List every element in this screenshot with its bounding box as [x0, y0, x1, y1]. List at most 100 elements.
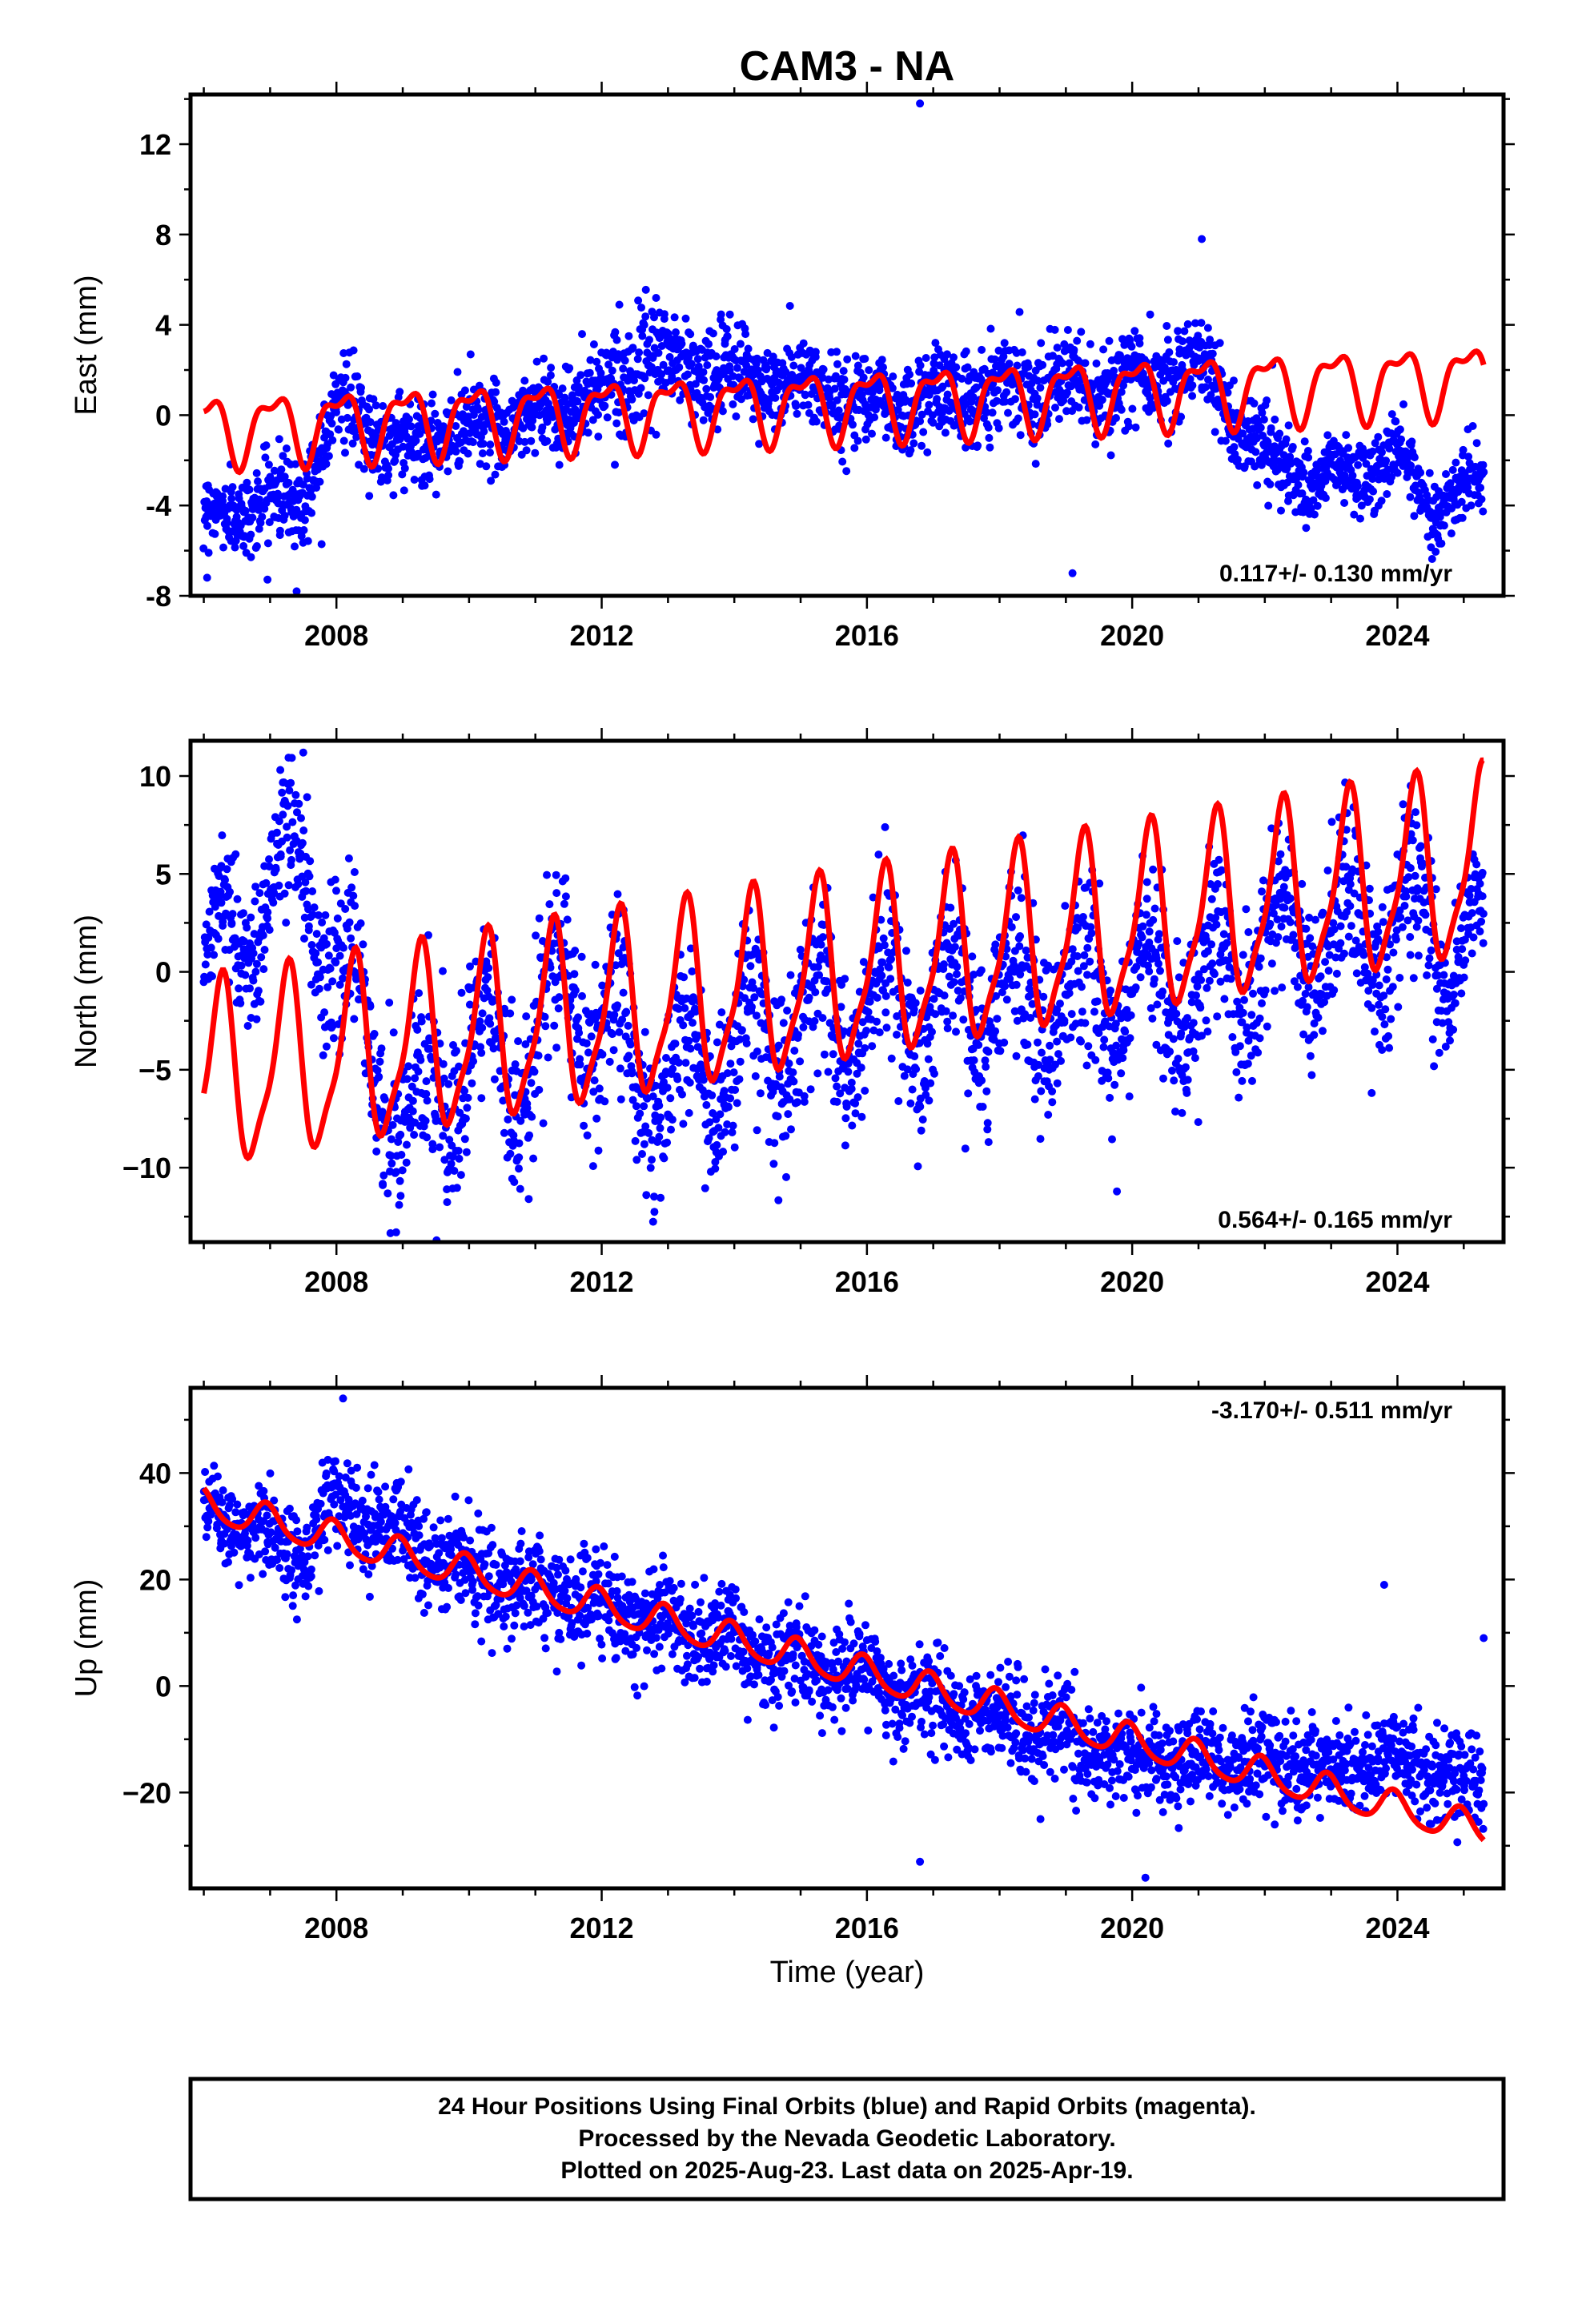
north-point: [552, 870, 560, 879]
north-point: [1081, 1019, 1090, 1027]
north-point: [873, 993, 881, 1002]
north-point: [1126, 1011, 1135, 1019]
north-point: [786, 971, 795, 979]
east-point: [1011, 395, 1019, 404]
north-point: [235, 984, 243, 993]
east-point: [1223, 388, 1232, 397]
north-point: [387, 1135, 396, 1144]
north-point: [751, 1072, 760, 1080]
east-point: [733, 364, 741, 372]
north-point: [285, 786, 294, 795]
east-point: [1323, 431, 1332, 440]
north-point: [415, 989, 424, 998]
north-point: [249, 976, 258, 985]
east-point: [893, 405, 902, 414]
north-point: [667, 1125, 675, 1134]
north-point: [640, 1102, 648, 1111]
north-point: [282, 919, 291, 927]
north-point: [1077, 1037, 1086, 1046]
east-point: [1350, 510, 1359, 519]
east-point: [1411, 481, 1419, 490]
east-point: [1431, 548, 1440, 556]
east-point: [916, 417, 925, 425]
north-point: [616, 1095, 625, 1104]
east-point: [1206, 336, 1215, 344]
north-point: [917, 1126, 926, 1135]
north-point: [247, 913, 255, 922]
north-point: [233, 895, 242, 903]
north-point: [1308, 942, 1317, 951]
north-point: [735, 1075, 744, 1084]
north-point: [970, 1056, 978, 1064]
north-point: [456, 1171, 465, 1180]
east-point: [528, 423, 536, 432]
east-point: [1098, 396, 1106, 404]
east-point: [919, 428, 928, 436]
north-point: [1131, 983, 1140, 991]
north-point: [318, 918, 327, 927]
east-point: [520, 376, 529, 385]
north-point: [913, 1162, 922, 1171]
north-point: [1266, 919, 1275, 928]
north-point: [588, 1162, 597, 1171]
north-point: [1142, 878, 1151, 887]
east-point: [635, 348, 644, 357]
north-point: [1240, 995, 1248, 1004]
north-point: [681, 1004, 689, 1012]
east-point: [407, 422, 416, 431]
north-point: [484, 963, 493, 972]
east-point: [531, 448, 540, 457]
east-point: [297, 532, 306, 541]
north-point: [205, 907, 214, 916]
east-point: [749, 415, 757, 424]
east-point: [453, 368, 462, 376]
north-point: [940, 960, 948, 969]
east-point: [1393, 468, 1402, 477]
north-point: [484, 973, 492, 982]
east-point: [737, 395, 745, 404]
north-point: [978, 1103, 987, 1111]
north-point: [1067, 1010, 1076, 1019]
east-point: [652, 294, 661, 302]
east-point: [1031, 460, 1040, 468]
east-point: [608, 366, 616, 375]
east-point: [793, 409, 801, 418]
east-y-tick-label: 4: [155, 309, 171, 342]
north-point: [1061, 902, 1070, 911]
east-point: [1201, 383, 1210, 392]
north-point: [291, 790, 300, 799]
east-point: [1452, 458, 1460, 467]
north-point: [464, 1093, 472, 1102]
north-point: [1078, 983, 1086, 991]
east-point: [834, 406, 843, 415]
east-point: [797, 364, 805, 372]
east-point: [1063, 326, 1072, 334]
north-point: [1125, 1092, 1134, 1101]
north-point: [882, 1023, 891, 1032]
north-point: [1118, 1054, 1127, 1063]
north-point: [841, 1141, 849, 1150]
east-point: [399, 442, 408, 451]
north-point: [463, 1104, 472, 1112]
east-point: [452, 422, 460, 430]
east-y-tick-label: -4: [146, 489, 171, 522]
north-point: [388, 1120, 397, 1129]
north-point: [329, 1034, 338, 1043]
east-point: [769, 352, 777, 361]
east-point: [543, 417, 552, 426]
north-point: [326, 964, 335, 973]
east-point: [640, 374, 649, 383]
north-point: [421, 1116, 430, 1125]
north-point: [403, 1075, 412, 1084]
north-point: [424, 931, 432, 939]
north-point: [1093, 997, 1102, 1006]
east-point: [1309, 496, 1318, 505]
north-point: [298, 838, 307, 847]
east-point: [1298, 489, 1307, 498]
east-point: [929, 418, 938, 427]
north-point: [356, 919, 365, 927]
north-point: [252, 959, 261, 968]
east-point: [1258, 408, 1267, 417]
north-point: [716, 1110, 725, 1119]
